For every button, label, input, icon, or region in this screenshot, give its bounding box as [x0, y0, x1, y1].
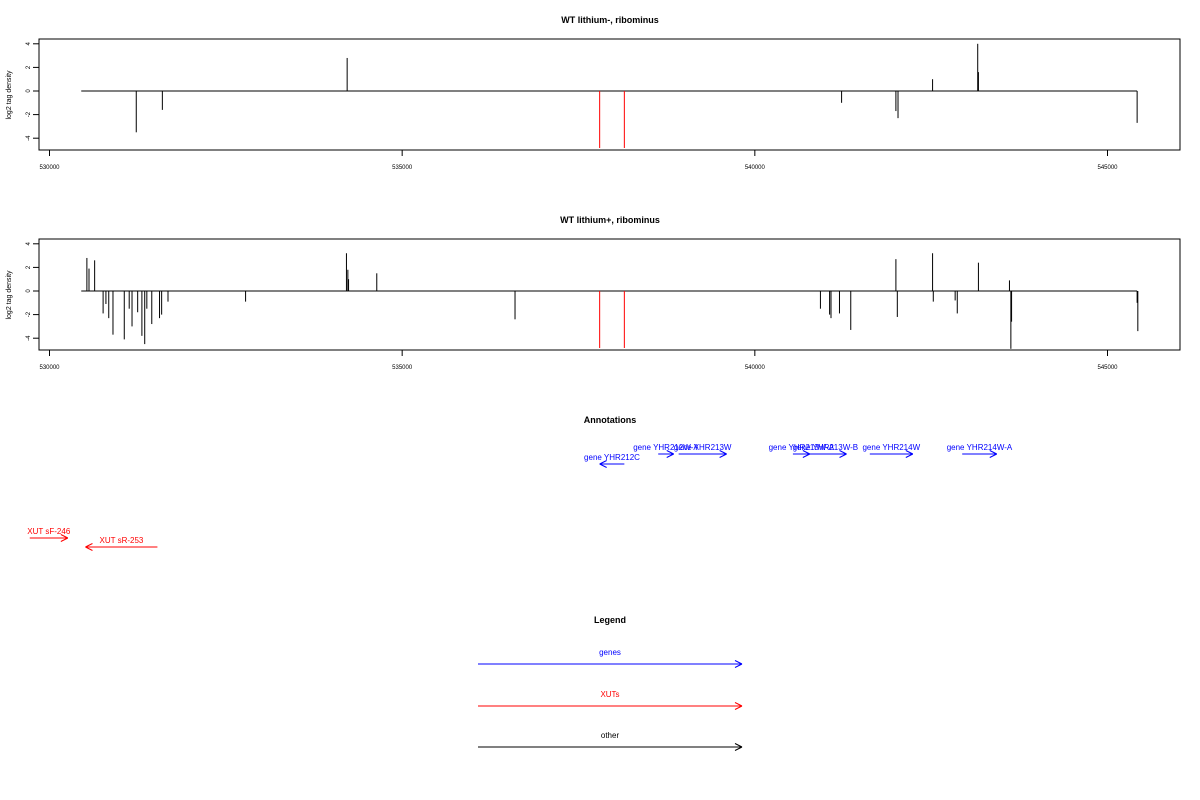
gene-arrow: [869, 450, 914, 458]
x-tick-label: 540000: [745, 165, 766, 171]
gene-arrow: [599, 460, 625, 468]
track-1-plot-area: 4 2 0 -2 -4 530000 535000 540000 545000: [26, 41, 1138, 171]
gene-arrow: [804, 450, 847, 458]
y-tick-label: 2: [26, 65, 32, 69]
gene-label: gene YHR214W: [862, 443, 920, 452]
legend-label: XUTs: [600, 690, 619, 699]
track-panel-1: WT lithium-, ribominus log2 tag density …: [6, 15, 1181, 171]
gene-arrow: [658, 450, 674, 458]
gene-arrow: [678, 450, 727, 458]
x-tick-label: 545000: [1097, 165, 1118, 171]
x-tick-label: 535000: [392, 365, 413, 371]
legend-label: genes: [599, 648, 621, 657]
y-tick-label: -2: [26, 311, 32, 317]
xut-label: XUT sF-246: [27, 527, 71, 536]
track-1-frame: [38, 38, 1181, 151]
x-tick-label: 530000: [39, 365, 60, 371]
x-tick-label: 545000: [1097, 365, 1118, 371]
legend-title: Legend: [594, 615, 626, 625]
y-tick-label: -4: [26, 135, 32, 141]
track-2-ylabel: log2 tag density: [6, 270, 13, 320]
legend-label: other: [601, 731, 620, 740]
track-1-ylabel: log2 tag density: [6, 70, 13, 120]
gene-label: gene YHR212C: [584, 453, 640, 462]
gene-label: gene YHR213W: [674, 443, 732, 452]
gene-label: gene YHR213W-B: [793, 443, 859, 452]
track-1-title: WT lithium-, ribominus: [561, 15, 659, 25]
legend-panel: Legend genes XUTs other: [478, 615, 743, 751]
gene-label: gene YHR214W-A: [947, 443, 1013, 452]
gene-label: gene YHR212W-A: [633, 443, 699, 452]
track-2-plot-area: 4 2 0 -2 -4 530000 535000 540000 545000: [26, 241, 1139, 371]
track-2-title: WT lithium+, ribominus: [560, 215, 660, 225]
y-tick-label: 4: [26, 41, 32, 45]
legend-arrow: [478, 743, 743, 751]
y-tick-label: 4: [26, 241, 32, 245]
legend-items: genes XUTs other: [478, 648, 743, 751]
x-tick-label: 530000: [39, 165, 60, 171]
annotations-title: Annotations: [584, 415, 637, 425]
x-tick-label: 540000: [745, 365, 766, 371]
y-tick-label: 0: [26, 89, 32, 93]
y-tick-label: -2: [26, 111, 32, 117]
track-2-frame: [38, 238, 1181, 351]
legend-arrow: [478, 702, 743, 710]
gene-arrow: [962, 450, 997, 458]
y-tick-label: -4: [26, 335, 32, 341]
xut-arrow: [29, 534, 69, 542]
y-tick-label: 0: [26, 289, 32, 293]
gene-label: gene YHR213W-A: [769, 443, 835, 452]
xut-label: XUT sR-253: [100, 536, 144, 545]
xut-arrow: [85, 543, 158, 551]
legend-arrow: [478, 660, 743, 668]
track-panel-2: WT lithium+, ribominus log2 tag density …: [6, 215, 1181, 371]
x-tick-label: 535000: [392, 165, 413, 171]
y-tick-label: 2: [26, 265, 32, 269]
